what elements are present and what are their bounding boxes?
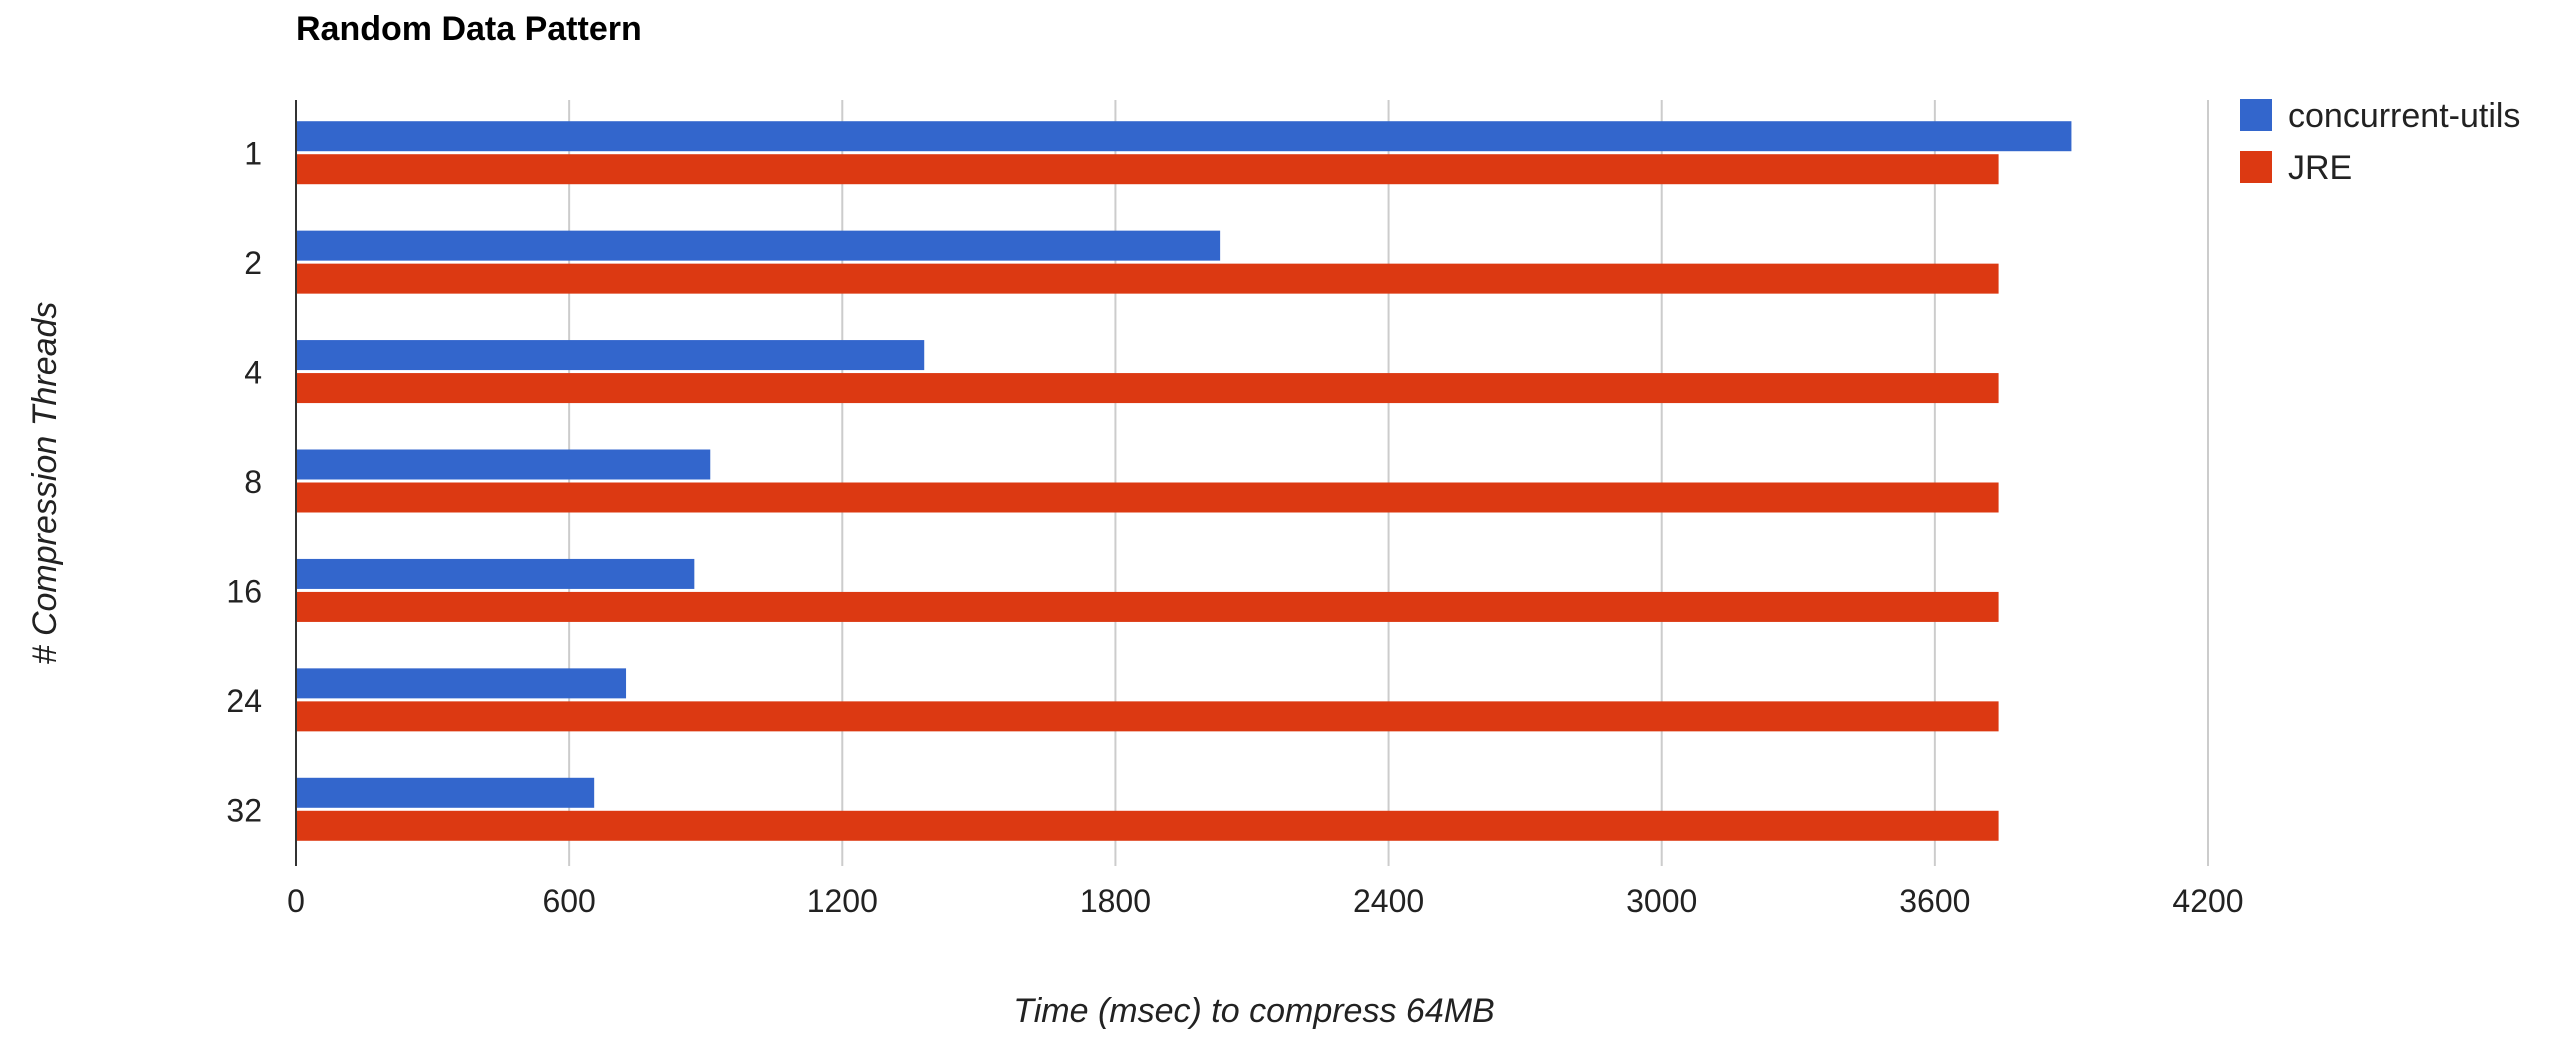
x-tick-label: 2400 (1353, 883, 1424, 919)
legend-label: concurrent-utils (2288, 97, 2520, 135)
y-tick-label: 32 (226, 792, 262, 828)
x-tick-label: 4200 (2172, 883, 2243, 919)
bar-jre-32 (296, 810, 1999, 841)
legend-label: JRE (2288, 149, 2352, 187)
y-tick-label: 4 (244, 355, 262, 391)
bar-concurrent-utils-16 (296, 558, 695, 589)
x-tick-label: 3600 (1899, 883, 1970, 919)
legend-swatch (2240, 151, 2272, 183)
legend: concurrent-utils JRE (2240, 97, 2520, 187)
bar-jre-24 (296, 701, 1999, 732)
bar-concurrent-utils-1 (296, 121, 2072, 152)
x-tick-label: 0 (287, 883, 305, 919)
y-axis-title: # Compression Threads (26, 302, 64, 665)
bar-concurrent-utils-8 (296, 449, 711, 480)
bar-concurrent-utils-2 (296, 230, 1221, 261)
bars (296, 121, 2072, 841)
bar-jre-4 (296, 373, 1999, 404)
x-tick-label: 600 (542, 883, 595, 919)
bar-jre-1 (296, 154, 1999, 185)
y-tick-label: 24 (226, 683, 262, 719)
legend-swatch (2240, 99, 2272, 131)
bar-concurrent-utils-32 (296, 777, 595, 808)
x-tick-labels: 0 600 1200 1800 2400 3000 3600 4200 (287, 883, 2243, 919)
bar-jre-16 (296, 591, 1999, 622)
bar-jre-8 (296, 482, 1999, 513)
y-tick-label: 1 (244, 136, 262, 172)
x-tick-label: 1200 (807, 883, 878, 919)
bar-concurrent-utils-24 (296, 668, 627, 699)
y-tick-label: 16 (226, 573, 262, 609)
bar-jre-2 (296, 263, 1999, 294)
chart-title: Random Data Pattern (296, 10, 642, 48)
y-tick-label: 2 (244, 245, 262, 281)
x-axis-title: Time (msec) to compress 64MB (1013, 992, 1494, 1030)
y-tick-label: 8 (244, 464, 262, 500)
x-tick-label: 1800 (1080, 883, 1151, 919)
bar-concurrent-utils-4 (296, 340, 925, 371)
x-tick-label: 3000 (1626, 883, 1697, 919)
